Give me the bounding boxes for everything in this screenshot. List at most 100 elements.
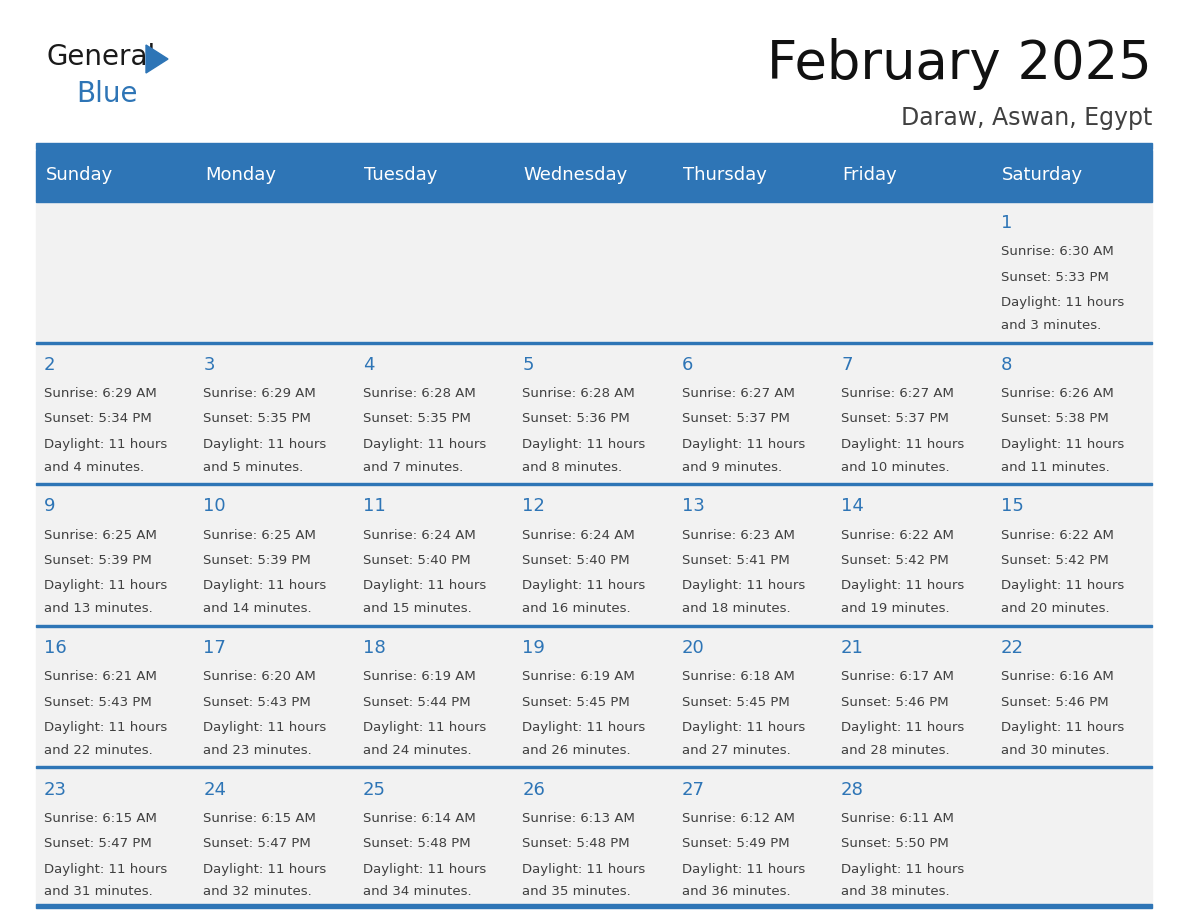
Bar [196,202,355,341]
Text: Sunset: 5:49 PM: Sunset: 5:49 PM [682,837,789,850]
Bar [992,202,1152,341]
Text: Friday: Friday [842,166,897,184]
Text: 9: 9 [44,498,56,515]
Bar [992,768,1152,908]
Text: 27: 27 [682,780,704,799]
Text: and 34 minutes.: and 34 minutes. [362,885,472,899]
Text: 24: 24 [203,780,227,799]
Text: Sunset: 5:45 PM: Sunset: 5:45 PM [682,696,790,709]
Text: and 10 minutes.: and 10 minutes. [841,461,949,474]
Text: and 31 minutes.: and 31 minutes. [44,885,153,899]
Text: Sunset: 5:40 PM: Sunset: 5:40 PM [362,554,470,567]
Bar [674,150,833,200]
Bar [355,627,514,767]
Bar [674,486,833,625]
Text: 2: 2 [44,356,56,374]
Text: Daylight: 11 hours: Daylight: 11 hours [841,579,965,592]
Text: Saturday: Saturday [1003,166,1083,184]
Bar [196,486,355,625]
Text: 7: 7 [841,356,853,374]
Text: Sunrise: 6:28 AM: Sunrise: 6:28 AM [362,386,475,400]
Text: Daylight: 11 hours: Daylight: 11 hours [841,863,965,876]
Text: Sunrise: 6:16 AM: Sunrise: 6:16 AM [1000,670,1113,683]
Text: and 24 minutes.: and 24 minutes. [362,744,472,756]
Text: Sunrise: 6:25 AM: Sunrise: 6:25 AM [44,529,157,542]
Text: and 30 minutes.: and 30 minutes. [1000,744,1110,756]
Text: 13: 13 [682,498,704,515]
Text: Sunrise: 6:25 AM: Sunrise: 6:25 AM [203,529,316,542]
Text: Sunset: 5:47 PM: Sunset: 5:47 PM [203,837,311,850]
Text: Daylight: 11 hours: Daylight: 11 hours [203,721,327,734]
Text: Sunset: 5:44 PM: Sunset: 5:44 PM [362,696,470,709]
Bar [355,150,514,200]
Polygon shape [146,45,168,73]
Text: Sunset: 5:37 PM: Sunset: 5:37 PM [682,412,790,425]
Text: Sunrise: 6:19 AM: Sunrise: 6:19 AM [362,670,475,683]
Text: Daylight: 11 hours: Daylight: 11 hours [203,438,327,451]
Bar [833,627,992,767]
Text: Sunset: 5:40 PM: Sunset: 5:40 PM [523,554,630,567]
Text: Sunset: 5:50 PM: Sunset: 5:50 PM [841,837,949,850]
Text: 1: 1 [1000,214,1012,232]
Bar [36,343,196,483]
Text: and 3 minutes.: and 3 minutes. [1000,319,1101,332]
Text: Sunrise: 6:22 AM: Sunrise: 6:22 AM [1000,529,1113,542]
Text: Daylight: 11 hours: Daylight: 11 hours [841,438,965,451]
Text: and 20 minutes.: and 20 minutes. [1000,602,1110,615]
Text: Sunday: Sunday [45,166,113,184]
Text: and 13 minutes.: and 13 minutes. [44,602,153,615]
Bar [36,625,1152,627]
Text: Daylight: 11 hours: Daylight: 11 hours [44,721,168,734]
Text: Sunrise: 6:20 AM: Sunrise: 6:20 AM [203,670,316,683]
Text: 23: 23 [44,780,67,799]
Text: Daylight: 11 hours: Daylight: 11 hours [682,721,805,734]
Text: Daylight: 11 hours: Daylight: 11 hours [523,438,645,451]
Bar [36,143,1152,149]
Text: Sunrise: 6:13 AM: Sunrise: 6:13 AM [523,812,636,824]
Text: and 15 minutes.: and 15 minutes. [362,602,472,615]
Text: Sunrise: 6:23 AM: Sunrise: 6:23 AM [682,529,795,542]
Text: Daylight: 11 hours: Daylight: 11 hours [362,579,486,592]
Bar [514,768,674,908]
Text: Sunset: 5:48 PM: Sunset: 5:48 PM [362,837,470,850]
Text: 14: 14 [841,498,864,515]
Bar [833,202,992,341]
Text: 22: 22 [1000,639,1024,657]
Text: Sunset: 5:46 PM: Sunset: 5:46 PM [841,696,949,709]
Text: Sunset: 5:35 PM: Sunset: 5:35 PM [203,412,311,425]
Text: Daylight: 11 hours: Daylight: 11 hours [44,579,168,592]
Text: Daylight: 11 hours: Daylight: 11 hours [523,721,645,734]
Text: Sunset: 5:37 PM: Sunset: 5:37 PM [841,412,949,425]
Bar [833,343,992,483]
Bar [833,486,992,625]
Text: and 36 minutes.: and 36 minutes. [682,885,790,899]
Bar [514,343,674,483]
Bar [355,202,514,341]
Text: Sunrise: 6:15 AM: Sunrise: 6:15 AM [203,812,316,824]
Text: 28: 28 [841,780,864,799]
Text: and 14 minutes.: and 14 minutes. [203,602,312,615]
Text: and 5 minutes.: and 5 minutes. [203,461,304,474]
Text: Sunset: 5:34 PM: Sunset: 5:34 PM [44,412,152,425]
Text: 20: 20 [682,639,704,657]
Text: Daylight: 11 hours: Daylight: 11 hours [44,863,168,876]
Bar [196,150,355,200]
Text: 17: 17 [203,639,226,657]
Text: Daylight: 11 hours: Daylight: 11 hours [203,579,327,592]
Text: Sunrise: 6:26 AM: Sunrise: 6:26 AM [1000,386,1113,400]
Bar [36,150,196,200]
Text: Daylight: 11 hours: Daylight: 11 hours [1000,579,1124,592]
Text: Daylight: 11 hours: Daylight: 11 hours [203,863,327,876]
Text: Sunrise: 6:29 AM: Sunrise: 6:29 AM [44,386,157,400]
Text: and 26 minutes.: and 26 minutes. [523,744,631,756]
Text: Tuesday: Tuesday [365,166,438,184]
Text: Sunrise: 6:30 AM: Sunrise: 6:30 AM [1000,245,1113,258]
Text: Sunrise: 6:18 AM: Sunrise: 6:18 AM [682,670,795,683]
Bar [514,202,674,341]
Text: and 11 minutes.: and 11 minutes. [1000,461,1110,474]
Text: Sunrise: 6:22 AM: Sunrise: 6:22 AM [841,529,954,542]
Text: Sunset: 5:38 PM: Sunset: 5:38 PM [1000,412,1108,425]
Text: Sunset: 5:43 PM: Sunset: 5:43 PM [44,696,152,709]
Text: Daylight: 11 hours: Daylight: 11 hours [523,579,645,592]
Text: Sunset: 5:41 PM: Sunset: 5:41 PM [682,554,790,567]
